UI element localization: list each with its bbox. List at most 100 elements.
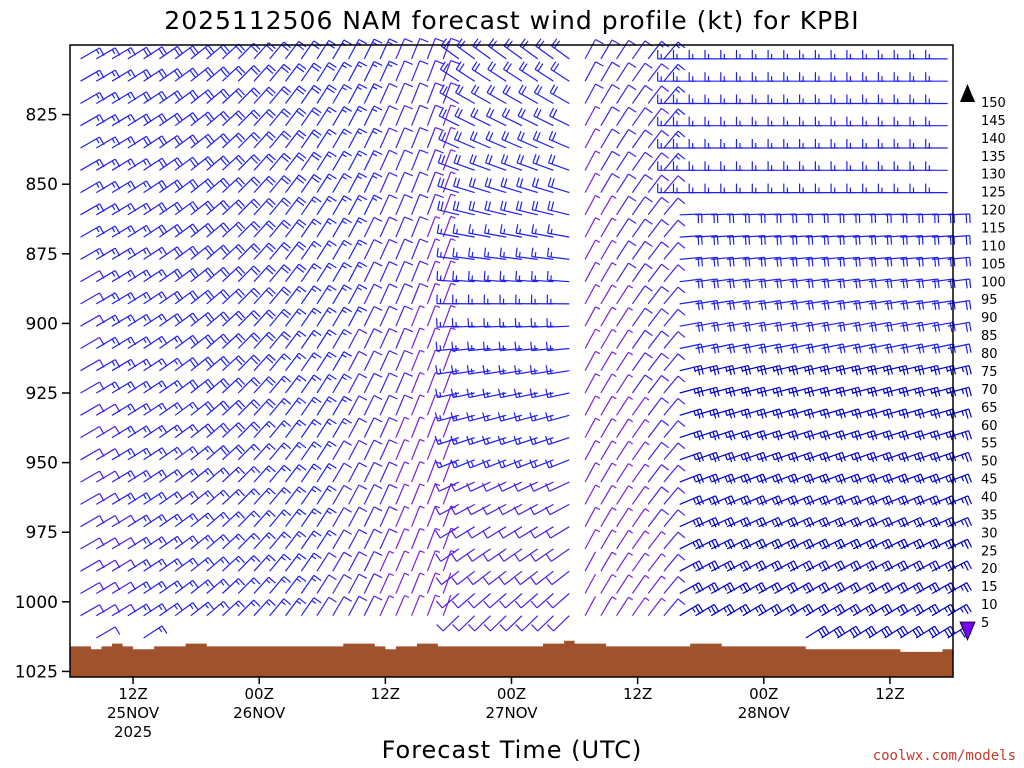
wind-barb [631,307,653,327]
wind-barb [426,527,441,550]
wind-barb [884,321,909,332]
wind-barb [450,435,475,446]
wind-barb [915,451,941,463]
wind-barb [663,576,686,594]
wind-barb [285,308,307,327]
wind-barb [174,312,199,327]
wind-barb [80,180,105,194]
colorbar-tick-label: 140 [981,132,1006,147]
ground-fill [70,640,953,677]
wind-barb [531,247,554,260]
wind-barb [221,377,246,394]
wind-barb [348,417,368,438]
wind-barb [515,271,538,283]
wind-barb [470,84,491,105]
wind-barb [379,416,398,438]
wind-barb [174,490,199,505]
wind-barb [269,86,292,104]
wind-barb [884,625,909,639]
wind-barb [395,194,414,216]
wind-barb [499,271,523,283]
wind-barb [439,61,460,82]
wind-barb [900,473,925,484]
wind-barb [300,574,322,594]
wind-barb [395,104,414,126]
wind-barb [253,287,276,305]
wind-barb [679,603,704,617]
wind-barb [584,439,601,461]
wind-barb [931,321,956,332]
wind-barb [143,246,168,260]
wind-barb [821,300,846,311]
wind-barb [501,130,523,149]
wind-barb [483,615,507,632]
wind-barb [269,576,292,594]
wind-barb [316,240,337,260]
wind-barb [348,306,368,327]
wind-barb [726,321,751,332]
wind-barb [237,65,261,82]
wind-barb [221,288,246,305]
wind-barb [616,329,634,349]
wind-barb [143,580,168,595]
wind-barb [616,84,637,104]
wind-barb [695,451,720,463]
wind-barb [916,321,941,332]
wind-barb [925,161,948,171]
wind-barb [426,60,444,82]
wind-barb [221,221,246,238]
wind-barb [517,107,539,127]
wind-barb [332,573,352,594]
wind-barb [533,84,554,105]
wind-barb [285,397,307,416]
wind-barb [535,38,554,60]
wind-barb [221,511,246,528]
wind-barb [143,603,168,617]
wind-barb [348,573,368,594]
wind-barb [426,438,441,461]
wind-barb [544,459,570,469]
wind-barb [190,67,215,82]
wind-barb [853,300,877,311]
wind-barb [434,435,460,446]
wind-barb [395,82,414,104]
wind-barb [253,153,276,171]
wind-barb [497,481,523,492]
wind-barb [316,396,337,416]
wind-barb [663,353,686,372]
wind-barb [947,300,972,311]
wind-barb [663,197,686,216]
wind-barb [411,550,425,572]
wind-barb [679,321,704,332]
wind-barb [348,128,368,149]
wind-barb [379,261,398,282]
wind-barb [127,135,152,149]
wind-barb [616,218,637,238]
wind-barb [442,305,456,327]
wind-barb [143,269,168,283]
wind-barb [300,285,322,305]
wind-barb [600,217,617,238]
wind-barb [529,365,554,375]
wind-barb [434,459,460,469]
wind-barb [221,533,246,550]
wind-barb [663,175,686,193]
wind-barb [616,173,637,193]
wind-barb [190,267,215,283]
wind-barb [647,241,670,260]
wind-barb [805,343,830,354]
wind-barb [837,538,862,550]
wind-barb [253,554,276,572]
wind-barb [363,328,383,349]
wind-barb [584,105,601,126]
wind-barb [884,300,909,311]
wind-barb [221,444,246,461]
wind-barb [485,107,507,127]
wind-barb [789,365,815,376]
wind-barb [884,560,909,572]
wind-barb [426,216,441,238]
wind-barb [821,451,846,463]
wind-barb [426,371,441,394]
wind-barb [379,82,398,104]
wind-barb [159,380,184,394]
